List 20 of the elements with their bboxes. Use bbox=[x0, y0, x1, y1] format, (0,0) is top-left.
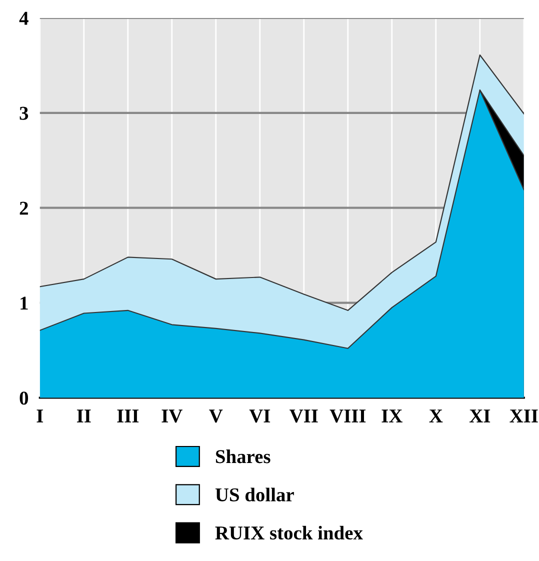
y-tick-label: 3 bbox=[20, 106, 28, 120]
x-tick-label: IV bbox=[162, 410, 182, 423]
y-tick-label: 4 bbox=[19, 12, 28, 25]
x-tick-label: VII bbox=[290, 410, 318, 423]
x-tick-label: III bbox=[117, 410, 139, 422]
legend-label: RUIX stock index bbox=[215, 526, 363, 540]
x-tick-label: II bbox=[76, 410, 91, 422]
x-tick-label: VI bbox=[249, 410, 270, 423]
x-tick-label: XII bbox=[510, 410, 538, 422]
legend-label: Shares bbox=[216, 450, 270, 464]
x-tick-label: VIII bbox=[330, 410, 366, 423]
x-tick-label: XI bbox=[469, 410, 490, 422]
y-tick-label: 1 bbox=[20, 296, 28, 310]
y-tick-label: 0 bbox=[20, 392, 28, 405]
x-tick-label: I bbox=[36, 410, 44, 422]
x-tick-label: V bbox=[209, 410, 223, 423]
legend-label: US dollar bbox=[215, 488, 294, 502]
y-tick-label: 2 bbox=[20, 202, 28, 215]
x-tick-label: IX bbox=[382, 410, 402, 422]
x-tick-label: X bbox=[429, 410, 443, 422]
